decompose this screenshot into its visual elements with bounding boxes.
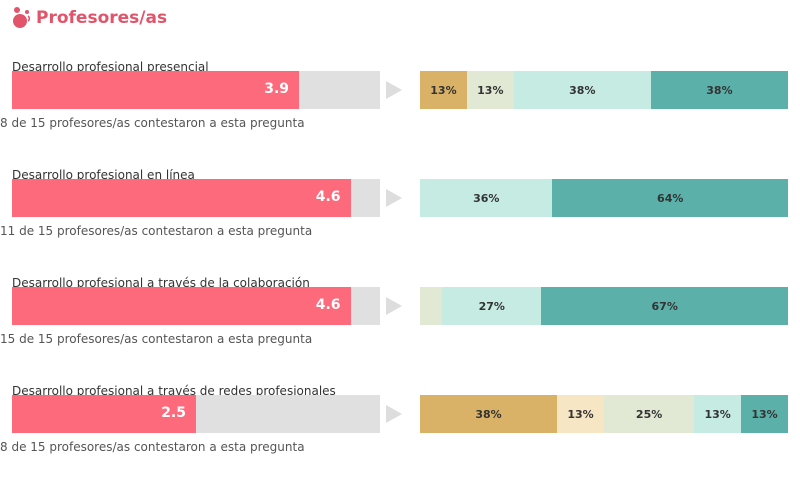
row-label: Desarrollo profesional a través de la co… [12, 276, 310, 290]
row-label: Desarrollo profesional en línea [12, 168, 195, 182]
score-value: 3.9 [264, 81, 290, 97]
segment: 13% [557, 395, 604, 433]
segment [420, 287, 443, 325]
row-label: Desarrollo profesional a través de redes… [12, 384, 336, 398]
score-value: 4.6 [315, 189, 341, 205]
distribution-bar: 36% 64% [420, 179, 788, 217]
score-bar: 4.6 [12, 287, 351, 325]
segment: 38% [420, 395, 558, 433]
score-bar: 2.5 [12, 395, 196, 433]
distribution-bar: 13% 13% 38% 38% [420, 71, 788, 109]
segment: 67% [541, 287, 788, 325]
score-bar: 4.6 [12, 179, 351, 217]
expand-arrow-icon[interactable] [386, 81, 402, 99]
segment: 64% [552, 179, 788, 217]
segment: 25% [604, 395, 695, 433]
chart-row: Desarrollo profesional presencial 3.9 13… [0, 60, 800, 160]
score-track: 4.6 [12, 179, 380, 217]
response-count: 8 de 15 profesores/as contestaron a esta… [0, 116, 305, 130]
segment: 27% [442, 287, 542, 325]
score-value: 4.6 [315, 297, 341, 313]
chart-row: Desarrollo profesional a través de la co… [0, 276, 800, 376]
expand-arrow-icon[interactable] [386, 189, 402, 207]
segment: 38% [513, 71, 651, 109]
row-label: Desarrollo profesional presencial [12, 60, 209, 74]
response-count: 15 de 15 profesores/as contestaron a est… [0, 332, 313, 346]
chart-row: Desarrollo profesional en línea 4.6 36% 6… [0, 168, 800, 268]
score-bar: 3.9 [12, 71, 300, 109]
response-count: 8 de 15 profesores/as contestaron a esta… [0, 440, 305, 454]
segment: 38% [650, 71, 788, 109]
chart-row: Desarrollo profesional a través de redes… [0, 384, 800, 484]
expand-arrow-icon[interactable] [386, 297, 402, 315]
people-logo-icon [13, 7, 31, 28]
score-track: 3.9 [12, 71, 380, 109]
page-title: Profesores/as [36, 8, 168, 28]
segment: 36% [420, 179, 553, 217]
segment: 13% [694, 395, 742, 433]
distribution-bar: 27% 67% [420, 287, 788, 325]
score-track: 2.5 [12, 395, 380, 433]
score-value: 2.5 [161, 405, 186, 421]
expand-arrow-icon[interactable] [386, 405, 402, 423]
segment: 13% [420, 71, 467, 109]
segment: 13% [741, 395, 788, 433]
response-count: 11 de 15 profesores/as contestaron a est… [0, 224, 313, 238]
distribution-bar: 38% 13% 25% 13% 13% [420, 395, 788, 433]
segment: 13% [466, 71, 514, 109]
score-track: 4.6 [12, 287, 380, 325]
